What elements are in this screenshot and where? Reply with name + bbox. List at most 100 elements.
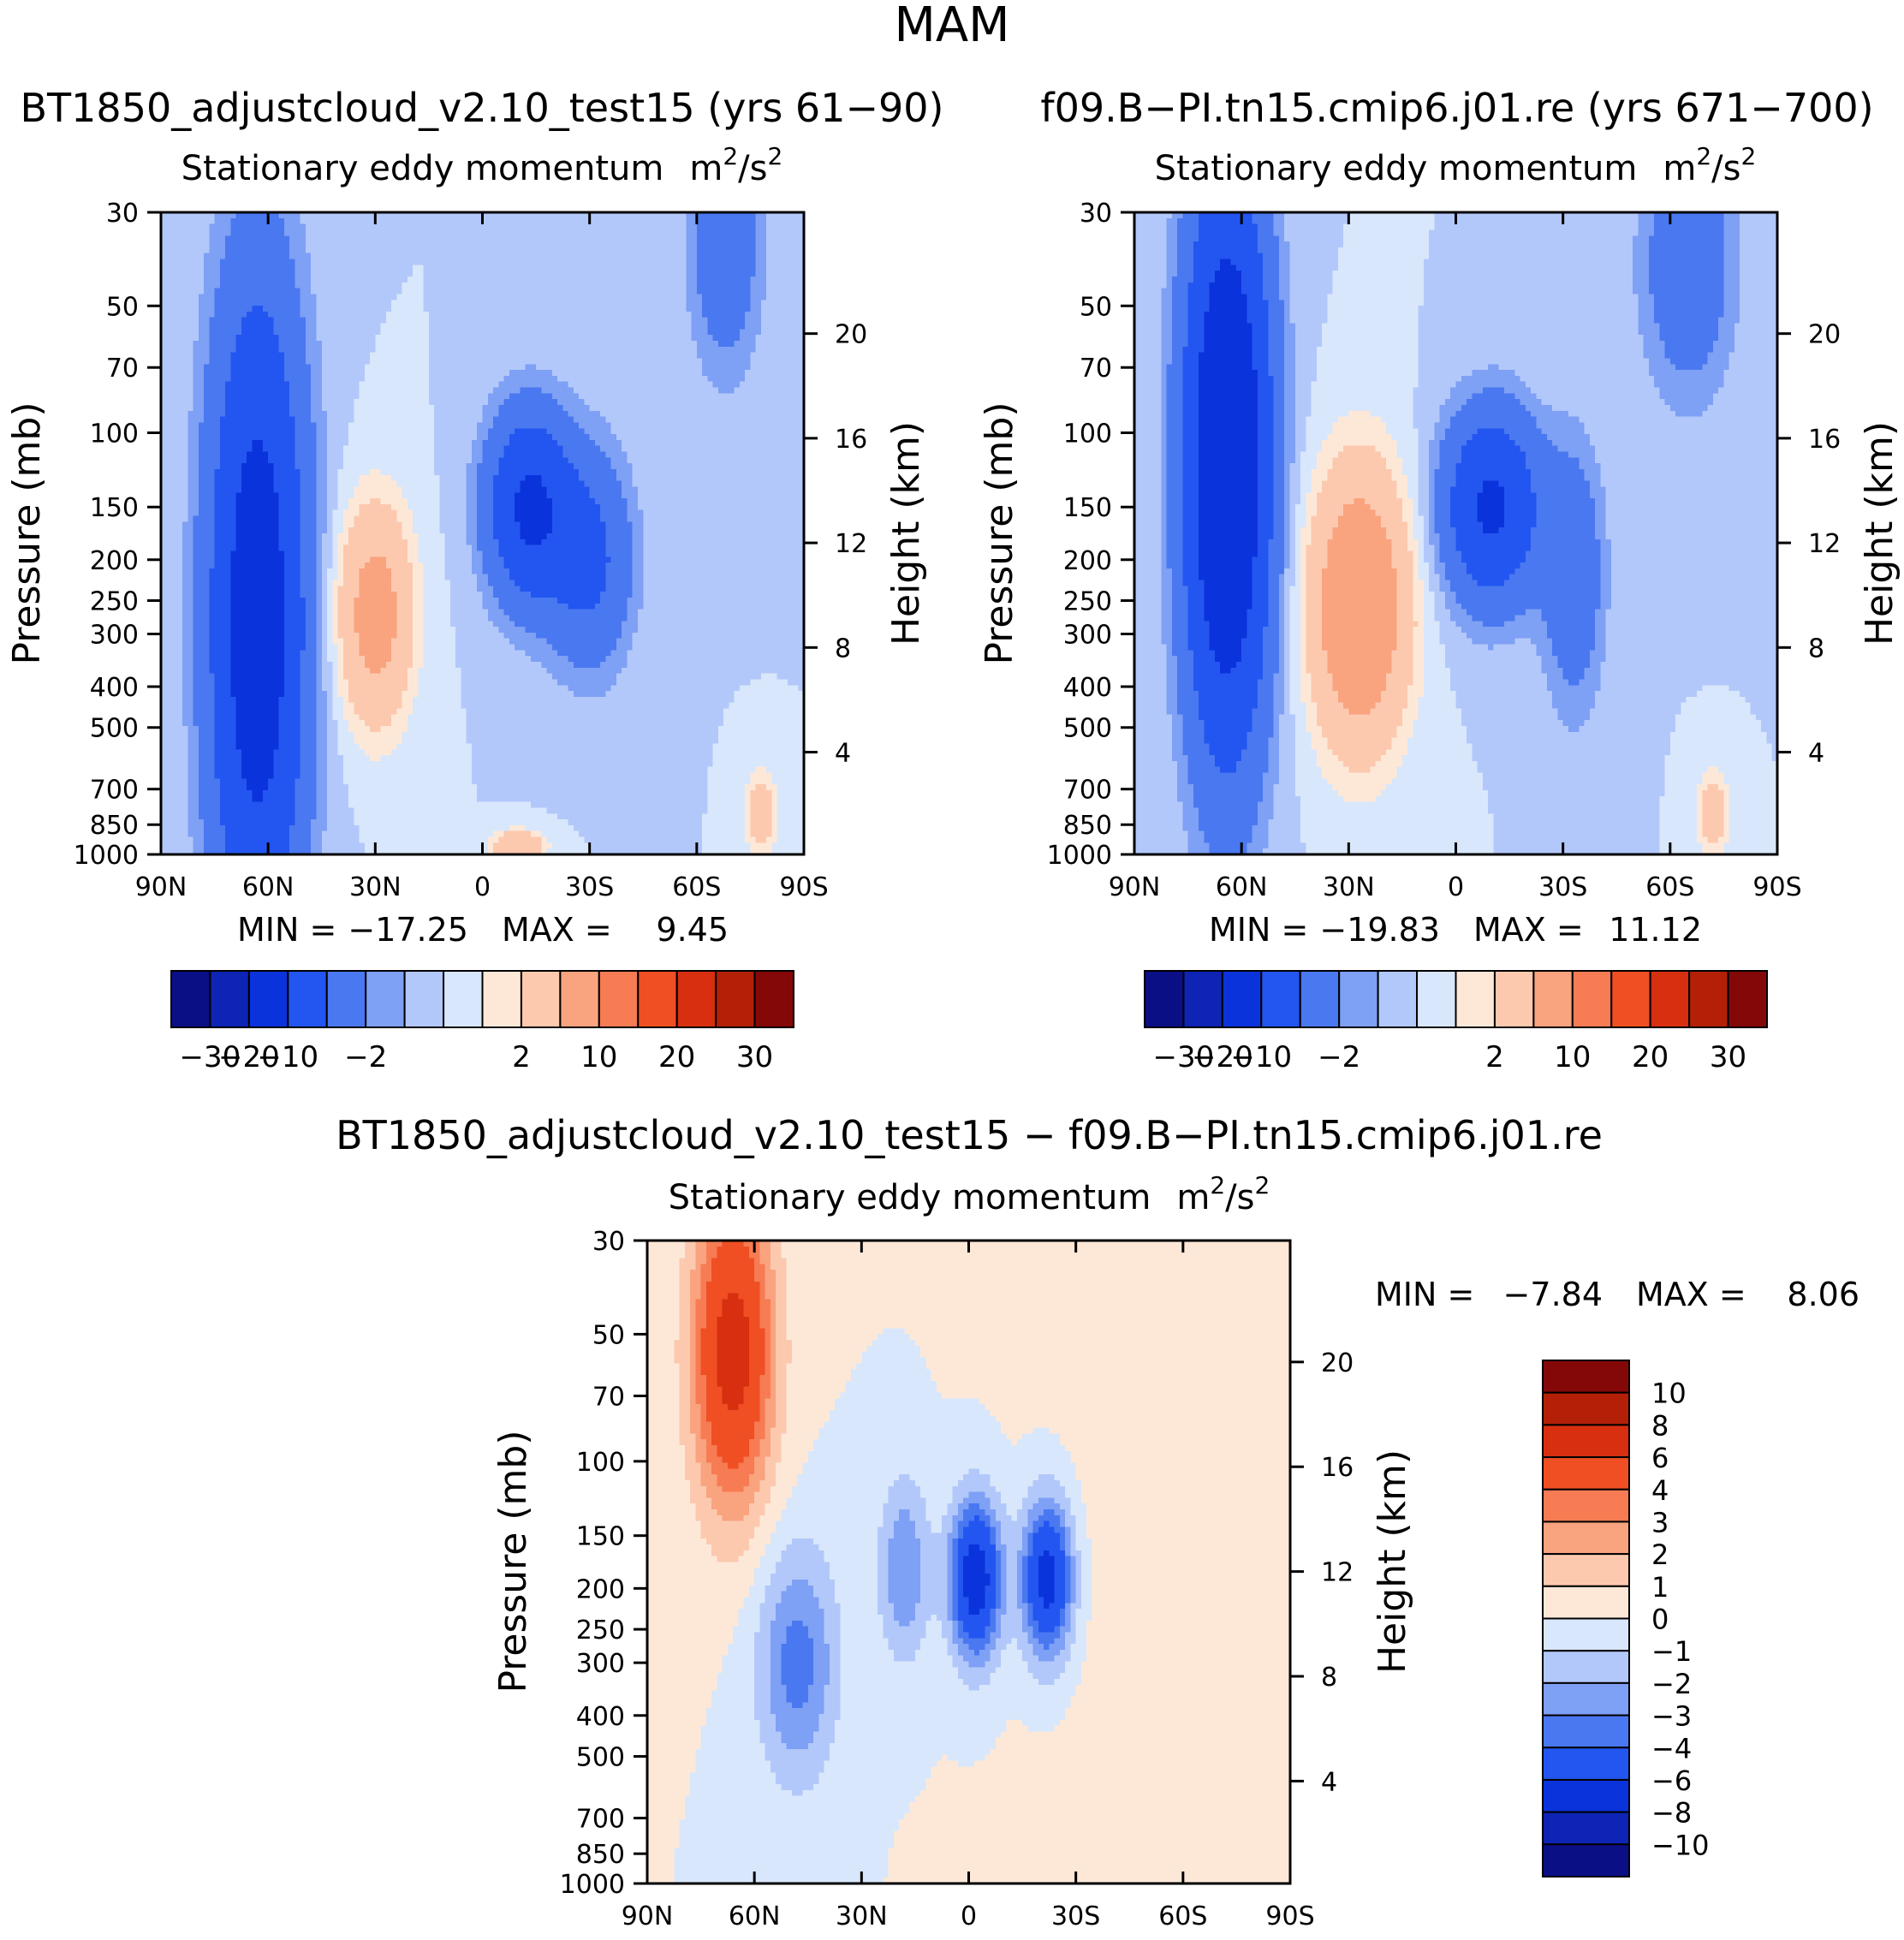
contour-cell: [391, 306, 397, 312]
contour-cell: [536, 218, 542, 224]
contour-cell: [300, 224, 306, 230]
contour-cell: [450, 335, 456, 341]
contour-cell: [557, 306, 563, 312]
contour-cell: [193, 341, 199, 347]
contour-cell: [455, 277, 461, 283]
contour-cell: [504, 347, 510, 353]
contour-cell: [483, 318, 489, 324]
contour-cell: [187, 259, 193, 265]
contour-cell: [740, 318, 746, 324]
contour-cell: [766, 283, 772, 289]
contour-cell: [322, 229, 328, 235]
contour-cell: [434, 335, 440, 341]
contour-cell: [316, 329, 322, 335]
contour-cell: [177, 283, 183, 289]
contour-cell: [729, 271, 735, 277]
contour-cell: [230, 241, 236, 247]
contour-cell: [348, 294, 354, 300]
contour-cell: [605, 224, 611, 230]
contour-cell: [707, 283, 713, 289]
contour-cell: [788, 247, 794, 253]
contour-cell: [590, 341, 596, 347]
contour-cell: [434, 306, 440, 312]
contour-cell: [455, 300, 461, 306]
contour-cell: [172, 253, 178, 259]
contour-cell: [381, 224, 387, 230]
contour-cell: [306, 229, 312, 235]
contour-cell: [381, 324, 387, 330]
contour-cell: [584, 312, 590, 318]
contour-cell: [284, 247, 290, 253]
contour-cell: [718, 265, 724, 271]
contour-cell: [562, 224, 568, 230]
contour-cell: [236, 259, 242, 265]
contour-cell: [547, 341, 553, 347]
contour-cell: [718, 259, 724, 265]
contour-cell: [209, 247, 215, 253]
contour-cell: [225, 218, 231, 224]
contour-cell: [455, 241, 461, 247]
contour-cell: [365, 318, 371, 324]
contour-cell: [771, 247, 777, 253]
contour-cell: [729, 347, 735, 353]
contour-cell: [600, 259, 606, 265]
contour-cell: [616, 265, 622, 271]
contour-cell: [526, 312, 532, 318]
contour-cell: [692, 306, 698, 312]
contour-cell: [729, 229, 735, 235]
contour-cell: [311, 353, 317, 359]
contour-cell: [498, 224, 504, 230]
contour-cell: [316, 318, 322, 324]
contour-cell: [182, 218, 188, 224]
contour-cell: [515, 289, 521, 295]
contour-cell: [531, 300, 537, 306]
contour-cell: [413, 235, 419, 241]
contour-cell: [793, 283, 799, 289]
contour-cell: [166, 306, 172, 312]
contour-cell: [273, 247, 279, 253]
contour-cell: [332, 241, 338, 247]
contour-cell: [332, 300, 338, 306]
contour-cell: [199, 289, 205, 295]
contour-cell: [498, 300, 504, 306]
contour-cell: [477, 329, 483, 335]
contour-cell: [515, 218, 521, 224]
contour-cell: [172, 218, 178, 224]
contour-cell: [574, 329, 580, 335]
contour-cell: [215, 306, 221, 312]
contour-cell: [793, 300, 799, 306]
contour-cell: [424, 318, 430, 324]
contour-cell: [681, 235, 687, 241]
contour-cell: [177, 247, 183, 253]
contour-cell: [166, 277, 172, 283]
contour-cell: [472, 312, 478, 318]
contour-cell: [616, 229, 622, 235]
contour-cell: [541, 265, 547, 271]
contour-cell: [439, 306, 445, 312]
contour-cell: [616, 253, 622, 259]
contour-cell: [761, 312, 767, 318]
contour-cell: [692, 277, 698, 283]
contour-cell: [735, 312, 741, 318]
contour-cell: [777, 277, 783, 283]
contour-cell: [467, 329, 473, 335]
contour-cell: [295, 271, 300, 277]
contour-cell: [735, 347, 741, 353]
contour-cell: [584, 318, 590, 324]
contour-cell: [300, 329, 306, 335]
contour-cell: [622, 235, 628, 241]
contour-cell: [360, 335, 366, 341]
contour-cell: [740, 312, 746, 318]
contour-cell: [413, 312, 419, 318]
contour-cell: [782, 224, 788, 230]
contour-cell: [605, 271, 611, 277]
contour-cell: [611, 229, 617, 235]
contour-cell: [434, 300, 440, 306]
contour-cell: [225, 335, 231, 341]
contour-cell: [504, 241, 510, 247]
contour-cell: [386, 300, 392, 306]
contour-cell: [273, 329, 279, 335]
contour-cell: [771, 347, 777, 353]
contour-cell: [472, 294, 478, 300]
contour-cell: [467, 265, 473, 271]
